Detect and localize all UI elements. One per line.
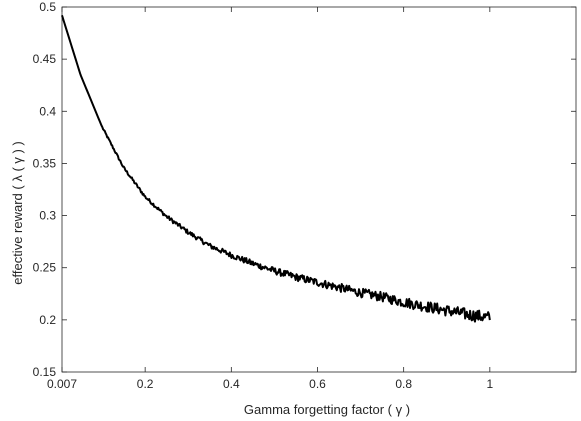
y-tick-label: 0.45 <box>33 52 57 66</box>
plot-area <box>61 6 577 373</box>
y-tick-label: 0.15 <box>33 365 57 379</box>
y-axis-ticks: 0.15 0.2 0.25 0.3 0.35 0.4 0.45 0.5 <box>33 0 576 379</box>
x-tick-label: 0.2 <box>137 377 154 391</box>
y-axis-label: effective reward ( λ ( γ ) ) <box>10 141 25 285</box>
y-tick-label: 0.35 <box>33 156 57 170</box>
y-tick-label: 0.5 <box>39 0 56 14</box>
y-tick-label: 0.2 <box>39 313 56 327</box>
y-tick-label: 0.4 <box>39 104 56 118</box>
series-line <box>61 15 491 323</box>
x-tick-label: 0.8 <box>395 377 412 391</box>
x-tick-label: 1 <box>486 377 493 391</box>
x-axis-label: Gamma forgetting factor ( γ ) <box>244 402 410 417</box>
x-axis-ticks: 0.007 0.2 0.4 0.6 0.8 1 <box>47 7 493 391</box>
y-tick-label: 0.3 <box>39 209 56 223</box>
axes-box <box>61 6 577 373</box>
x-tick-label: 0.6 <box>309 377 326 391</box>
x-tick-label: 0.007 <box>47 377 77 391</box>
x-tick-label: 0.4 <box>223 377 240 391</box>
y-tick-label: 0.25 <box>33 261 57 275</box>
